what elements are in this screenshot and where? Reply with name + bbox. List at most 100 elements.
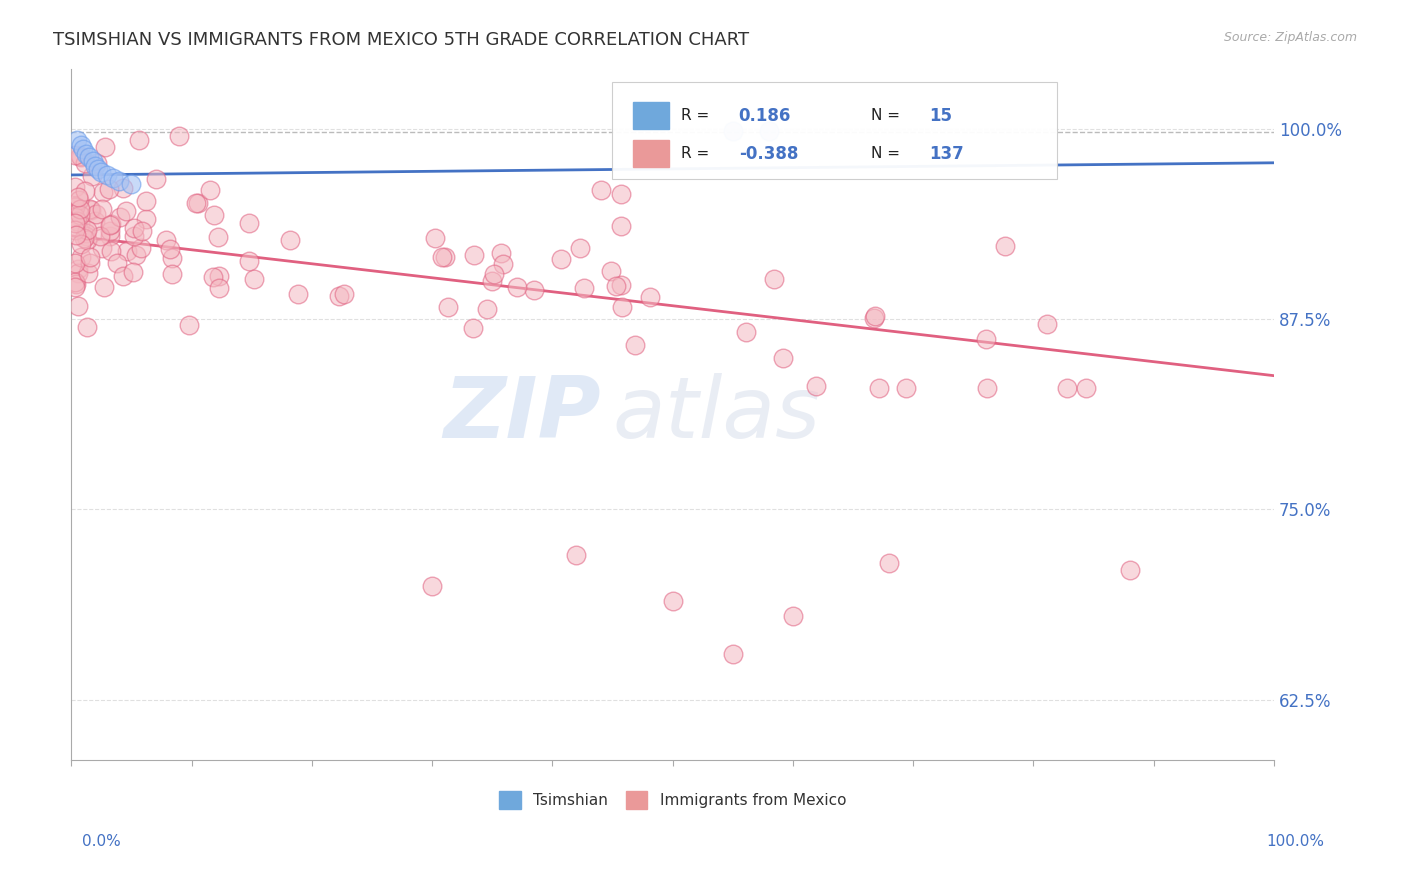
Text: -0.388: -0.388: [738, 145, 799, 162]
Point: [91, 185, 114, 199]
Point: [863, 309, 886, 323]
Text: ZIP: ZIP: [443, 373, 600, 456]
Point: [84, 207, 107, 221]
Point: [721, 124, 744, 138]
Text: Source: ZipAtlas.com: Source: ZipAtlas.com: [1223, 31, 1357, 45]
Point: [491, 257, 513, 271]
Text: R =: R =: [681, 146, 714, 161]
Point: [202, 270, 225, 285]
Point: [589, 183, 612, 197]
Point: [63, 275, 86, 289]
Point: [565, 548, 588, 562]
Point: [287, 286, 309, 301]
Point: [430, 251, 453, 265]
Point: [115, 244, 138, 259]
Point: [609, 277, 631, 292]
Point: [762, 272, 785, 286]
Point: [167, 129, 190, 144]
Point: [69, 250, 91, 264]
Point: [484, 267, 506, 281]
Point: [437, 300, 460, 314]
Point: [65, 228, 87, 243]
Point: [69, 148, 91, 162]
Point: [63, 256, 86, 270]
Point: [67, 193, 90, 207]
Point: [125, 248, 148, 262]
Point: [76, 267, 98, 281]
Point: [98, 182, 121, 196]
Point: [86, 161, 108, 176]
Point: [63, 210, 86, 224]
Point: [67, 262, 90, 277]
Point: [67, 266, 90, 280]
Point: [574, 281, 596, 295]
Point: [80, 203, 103, 218]
Point: [65, 277, 87, 291]
Point: [66, 133, 89, 147]
Point: [974, 332, 997, 346]
Point: [91, 202, 114, 217]
Point: [208, 280, 231, 294]
Point: [79, 256, 101, 270]
Point: [63, 216, 86, 230]
Point: [69, 217, 91, 231]
Point: [75, 146, 97, 161]
Bar: [633, 140, 669, 167]
Point: [623, 337, 645, 351]
Point: [569, 242, 592, 256]
Point: [782, 609, 804, 624]
Point: [877, 556, 900, 570]
Text: N =: N =: [872, 146, 905, 161]
FancyBboxPatch shape: [613, 82, 1057, 179]
Point: [204, 208, 226, 222]
Point: [506, 280, 529, 294]
Point: [103, 171, 125, 186]
Point: [100, 244, 122, 258]
Point: [735, 325, 758, 339]
Point: [63, 199, 86, 213]
Text: TSIMSHIAN VS IMMIGRANTS FROM MEXICO 5TH GRADE CORRELATION CHART: TSIMSHIAN VS IMMIGRANTS FROM MEXICO 5TH …: [53, 31, 749, 49]
Point: [93, 139, 115, 153]
Point: [162, 251, 184, 265]
Point: [98, 224, 121, 238]
Point: [863, 310, 886, 325]
Point: [63, 200, 86, 214]
Point: [79, 251, 101, 265]
Point: [86, 155, 108, 169]
Point: [111, 268, 134, 283]
Text: 100.0%: 100.0%: [1267, 834, 1324, 849]
Point: [63, 222, 86, 236]
Text: atlas: atlas: [613, 373, 821, 456]
Point: [159, 242, 181, 256]
Point: [73, 230, 96, 244]
Point: [145, 172, 167, 186]
Point: [76, 320, 98, 334]
Point: [1076, 381, 1098, 395]
Legend: Tsimshian, Immigrants from Mexico: Tsimshian, Immigrants from Mexico: [494, 785, 852, 815]
Point: [612, 300, 634, 314]
Point: [73, 184, 96, 198]
Point: [75, 226, 97, 240]
Point: [463, 248, 485, 262]
Point: [186, 196, 208, 211]
Point: [135, 212, 157, 227]
Point: [77, 150, 100, 164]
Text: 0.186: 0.186: [738, 106, 792, 125]
Point: [477, 302, 499, 317]
Point: [208, 268, 231, 283]
Point: [89, 229, 111, 244]
Point: [122, 221, 145, 235]
Point: [721, 647, 744, 661]
Point: [90, 241, 112, 255]
Point: [610, 187, 633, 202]
Point: [187, 196, 209, 211]
Point: [433, 251, 456, 265]
Point: [661, 593, 683, 607]
Bar: [633, 103, 669, 128]
Point: [63, 179, 86, 194]
Point: [489, 245, 512, 260]
Text: R =: R =: [681, 108, 714, 123]
Point: [82, 154, 104, 169]
Point: [63, 148, 86, 162]
Point: [1036, 317, 1059, 331]
